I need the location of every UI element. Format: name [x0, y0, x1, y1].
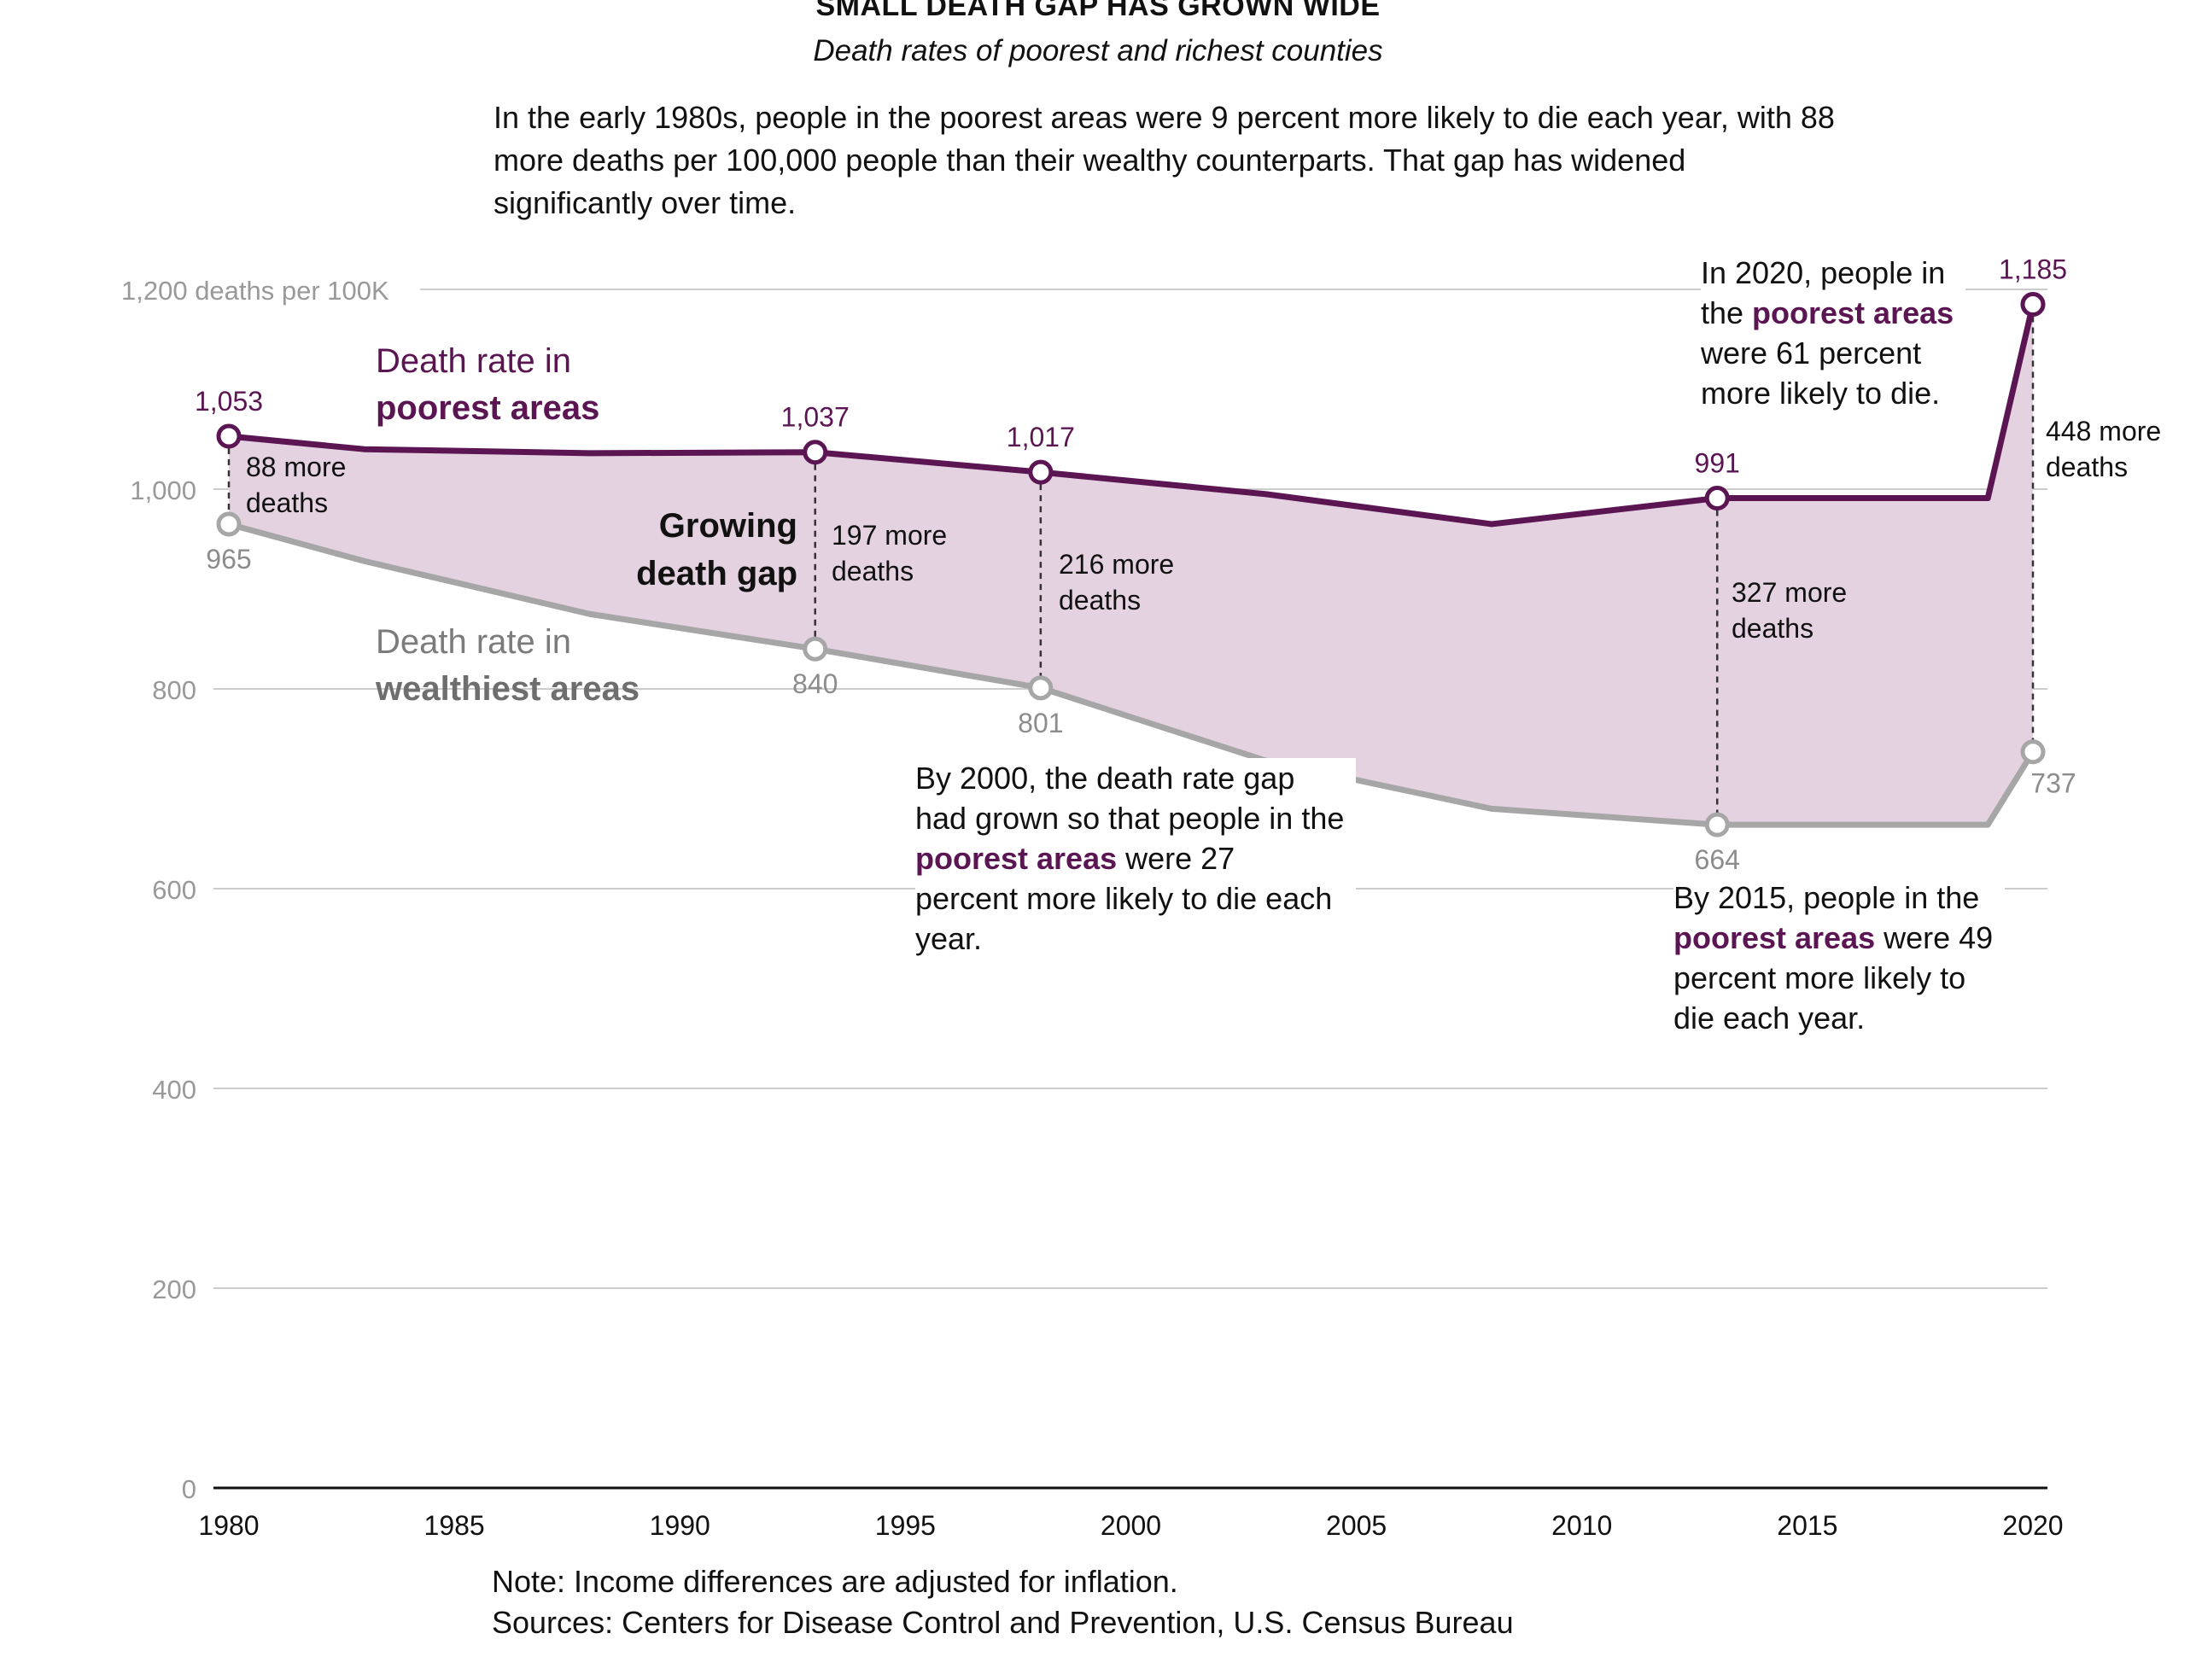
wealthiest-point [1704, 812, 1730, 837]
growing-line1: Growing [658, 507, 797, 545]
points-layer [216, 292, 2046, 837]
gap-1998-line1: 216 more [1059, 549, 1175, 580]
value-labels-layer: 1,053 1,037 1,017 991 1,185 965 840 801 664 737 [195, 254, 2076, 876]
ann-2015-line4: die each year. [1673, 1000, 1866, 1035]
ann-2020-pre: the [1701, 295, 1753, 330]
ann-2000-line3-rest: were 27 [1117, 841, 1235, 876]
y-tick-label: 400 [152, 1075, 196, 1105]
ann-2015-line2-rest: were 49 [1875, 920, 1994, 955]
poorest-value-label: 1,017 [1007, 422, 1075, 452]
y-tick-label: 1,200 deaths per 100K [121, 276, 389, 306]
gap-2020-line2: deaths [2046, 452, 2129, 482]
poorest-point [803, 440, 828, 465]
gap-1993-line1: 197 more [832, 520, 948, 551]
poorest-point [1028, 459, 1054, 485]
chart-subtitle: Death rates of poorest and richest count… [813, 34, 1383, 67]
ann-2015-bold: poorest areas [1673, 920, 1876, 955]
poorest-value-label: 1,053 [195, 386, 263, 417]
gap-label-2013: 327 more deaths [1732, 575, 1847, 646]
poorest-point [2020, 292, 2046, 318]
ann-2000-line5: year. [915, 921, 983, 956]
y-tick-label: 600 [152, 875, 196, 905]
x-tick-label: 2020 [2002, 1510, 2063, 1541]
wealthiest-label-line2: wealthiest areas [376, 670, 640, 708]
ann-2015-line2: poorest areas were 49 [1673, 918, 1993, 958]
gap-label-1993: 197 more deaths [832, 517, 947, 589]
ann-2000-line2: had grown so that people in the [915, 801, 1345, 836]
ann-2000-line3: poorest areas were 27 [915, 838, 1344, 878]
poorest-point [1704, 486, 1730, 511]
annotation-2000: By 2000, the death rate gap had grown so… [915, 758, 1357, 959]
ann-2020-line3: were 61 percent [1701, 335, 1922, 370]
wealthiest-point [216, 511, 242, 537]
intro-text: In the early 1980s, people in the poores… [494, 100, 1835, 220]
sources-line: Sources: Centers for Disease Control and… [492, 1605, 1514, 1640]
gap-1980-line2: deaths [246, 487, 329, 518]
gap-2013-line2: deaths [1732, 613, 1814, 644]
gap-1993-line2: deaths [832, 556, 914, 586]
ann-2000-line4: percent more likely to die each [915, 881, 1333, 916]
ann-2020-line4: more likely to die. [1701, 376, 1941, 411]
ann-2000-line1: By 2000, the death rate gap [915, 761, 1295, 796]
x-tick-label: 1990 [650, 1510, 710, 1541]
x-tick-label: 1985 [424, 1510, 485, 1541]
wealthiest-value-label: 965 [206, 544, 251, 575]
gap-2020-line1: 448 more [2046, 416, 2162, 446]
y-tick-label: 1,000 [130, 475, 196, 505]
wealthiest-point [1028, 675, 1054, 701]
wealthiest-series-line [228, 521, 2035, 828]
growing-line2: death gap [636, 555, 797, 592]
ann-2020-bold: poorest areas [1752, 295, 1954, 330]
footnote: Note: Income differences are adjusted fo… [492, 1564, 1178, 1599]
gap-label-1980: 88 more deaths [246, 449, 346, 521]
ann-2020-line1: In 2020, people in [1701, 255, 1946, 290]
ticks-layer: 0 200 400 600 800 1,000 1,200 deaths per 100K 1… [121, 276, 2064, 1541]
gap-1980-line1: 88 more [246, 452, 347, 482]
y-tick-label: 0 [182, 1474, 196, 1504]
ann-2015-line3: percent more likely to [1673, 960, 1966, 995]
poorest-label-line2: poorest areas [376, 389, 600, 427]
poorest-series-line [228, 303, 2036, 528]
y-tick-label: 800 [152, 675, 196, 705]
poorest-value-label: 1,037 [781, 402, 850, 433]
poorest-label-line1: Death rate in [376, 342, 572, 380]
x-tick-label: 2005 [1326, 1510, 1387, 1541]
gap-dash-layer [227, 316, 2035, 814]
annotation-2020: In 2020, people in the poorest areas wer… [1701, 253, 1966, 413]
ann-2000-bold: poorest areas [915, 841, 1118, 876]
x-tick-label: 2000 [1101, 1510, 1161, 1541]
x-tick-label: 2015 [1777, 1510, 1837, 1541]
poorest-value-label: 991 [1695, 448, 1740, 479]
wealthiest-point [2020, 739, 2046, 765]
wealthiest-value-label: 840 [792, 668, 838, 699]
wealthiest-value-label: 801 [1018, 708, 1063, 738]
growing-gap-label: Growing death gap [546, 502, 797, 598]
gap-1998-line2: deaths [1059, 585, 1142, 615]
gap-label-2020: 448 more deaths [2046, 413, 2161, 485]
wealthiest-series-label: Death rate in wealthiest areas [376, 619, 640, 713]
x-tick-label: 1980 [198, 1510, 259, 1541]
gap-area [229, 304, 2033, 825]
chart-title: SMALL DEATH GAP HAS GROWN WIDE [815, 0, 1381, 22]
y-tick-label: 200 [152, 1275, 196, 1304]
x-tick-label: 2010 [1551, 1510, 1612, 1541]
wealthiest-point [803, 636, 828, 662]
gap-label-1998: 216 more deaths [1059, 546, 1174, 618]
poorest-value-label: 1,185 [1999, 254, 2067, 285]
ann-2020-line2: the poorest areas [1701, 293, 1954, 333]
annotation-2015: By 2015, people in the poorest areas wer… [1673, 878, 2006, 1038]
x-tick-label: 1995 [875, 1510, 936, 1541]
wealthiest-label-line1: Death rate in [376, 623, 572, 661]
poorest-series-label: Death rate in poorest areas [376, 338, 599, 432]
ann-2015-line1: By 2015, people in the [1673, 880, 1980, 915]
wealthiest-value-label: 737 [2030, 768, 2076, 799]
poorest-point [216, 423, 242, 449]
gap-2013-line1: 327 more [1732, 577, 1848, 608]
wealthiest-value-label: 664 [1695, 844, 1740, 875]
